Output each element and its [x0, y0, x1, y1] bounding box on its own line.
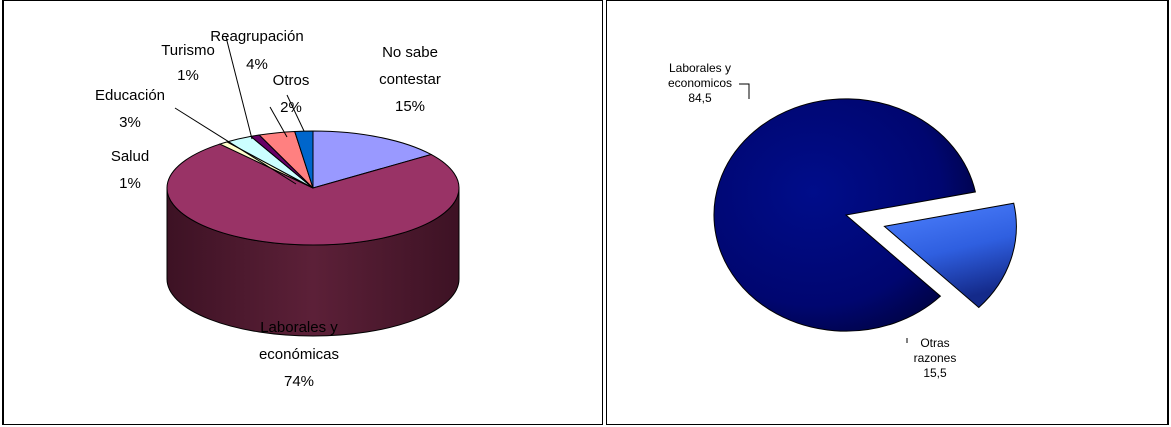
left-slice-turismo-value-label: 1%: [177, 67, 199, 84]
left-slice-reagrupacion-label-line-1: Reagrupación: [210, 28, 303, 45]
right-slice-laborales-y-economicos-label-line-1: Laborales y: [669, 61, 731, 75]
left-slice-no-sabe-contestar-label-line-2: contestar: [379, 71, 441, 88]
left-slice-no-sabe-contestar-label-line-1: No sabe: [382, 44, 438, 61]
right-slice-otras-razones-label-line-2: razones: [914, 351, 957, 365]
right-slice-otras-razones-label-line-1: Otras: [920, 336, 949, 350]
left-slice-reagrupacion-leader-line: [269, 106, 288, 138]
left-slice-laborales-y-economicas: [166, 143, 460, 246]
left-pie-chart: No sabe contestar 15% Laborales y económicas…: [95, 28, 460, 390]
left-slice-reagrupacion-value-label: 4%: [246, 56, 268, 73]
left-slice-no-sabe-contestar-value-label: 15%: [395, 98, 425, 115]
left-slice-salud-value-label: 1%: [119, 175, 141, 192]
right-slice-otras-razones-value-label: 15,5: [923, 366, 947, 380]
left-slice-otros: [294, 130, 314, 189]
right-chart-panel: Laborales y economicos 84,5 Otras razones 15,…: [606, 0, 1169, 425]
left-slice-salud-label-line-1: Salud: [111, 148, 149, 165]
left-chart-panel: No sabe contestar 15% Laborales y económicas…: [2, 0, 603, 425]
left-slice-laborales-y-economicas-label-line-1: Laborales y: [260, 319, 338, 336]
left-slice-otros-label-line-1: Otros: [273, 72, 310, 89]
right-slice-otras-razones: [883, 202, 1017, 309]
left-slice-educacion-leader-line: [174, 107, 297, 185]
left-slice-laborales-y-economicas-value-label: 74%: [284, 373, 314, 390]
left-slice-turismo-leader-line: [225, 36, 253, 140]
left-slice-otros-leader-line: [286, 94, 305, 132]
left-slice-educacion-value-label: 3%: [119, 114, 141, 131]
panel-divider: [603, 0, 606, 425]
right-slice-laborales-y-economicos-label-line-2: economicos: [668, 76, 732, 90]
left-slice-no-sabe-contestar: [312, 130, 433, 189]
left-slice-otros-value-label: 2%: [280, 99, 302, 116]
right-slice-laborales-y-economicos-value-label: 84,5: [688, 91, 712, 105]
right-slice-laborales-y-economicos-leader-line: [739, 83, 750, 99]
left-slice-educacion-label-line-1: Educación: [95, 87, 165, 104]
right-slice-laborales-y-economicos: [713, 98, 976, 332]
left-slice-turismo-label-line-1: Turismo: [161, 42, 215, 59]
left-slice-laborales-y-economicas-label-line-2: económicas: [259, 346, 339, 363]
